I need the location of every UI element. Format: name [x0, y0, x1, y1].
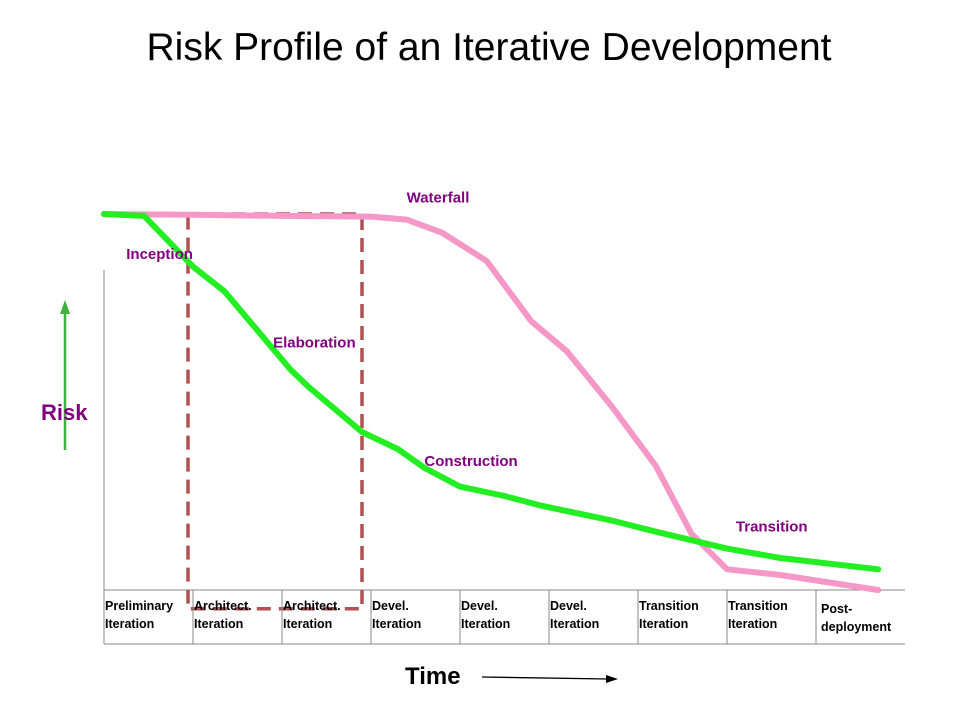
iteration-label-line: Devel.	[461, 599, 498, 613]
iteration-label: Architect. Iteration	[194, 599, 252, 631]
iteration-label: Devel. Iteration	[550, 599, 599, 631]
iteration-label-line: Iteration	[461, 617, 510, 631]
iteration-label-line: Iteration	[194, 617, 243, 631]
risk-axis-label: Risk	[41, 400, 88, 425]
iteration-label-line: Devel.	[550, 599, 587, 613]
iteration-label-line: Transition	[728, 599, 788, 613]
iteration-label-line: Iteration	[105, 617, 154, 631]
axes	[103, 270, 905, 645]
waterfall-series-line	[101, 211, 882, 593]
annotation-layer: Waterfall Inception Elaboration Constructio…	[126, 190, 807, 536]
iteration-label-line: Iteration	[372, 617, 421, 631]
series-layer	[101, 211, 882, 593]
iteration-label: Devel. Iteration	[372, 599, 421, 631]
phase-label-transition: Transition	[736, 519, 808, 536]
iteration-label-line: Iteration	[550, 617, 599, 631]
iteration-label-line: Transition	[639, 599, 699, 613]
iteration-label: Devel. Iteration	[461, 599, 510, 631]
iteration-label-line: Preliminary	[105, 599, 173, 613]
iteration-label-line: Iteration	[728, 617, 777, 631]
iteration-label: Architect. Iteration	[283, 599, 341, 631]
iteration-label-line: Architect.	[283, 599, 341, 613]
risk-axis-layer: Risk	[41, 300, 88, 450]
phase-label-construction: Construction	[424, 453, 517, 470]
iteration-label-line: Iteration	[283, 617, 332, 631]
time-arrow-shaft	[481, 676, 609, 680]
iteration-label-line: deployment	[821, 620, 892, 634]
iterative-series-line	[101, 211, 882, 573]
iteration-label: Preliminary Iteration	[105, 599, 173, 631]
iteration-label-line: Iteration	[639, 617, 688, 631]
iteration-label: Transition Iteration	[639, 599, 699, 631]
time-axis-layer: Time	[405, 663, 618, 690]
time-axis-label: Time	[405, 663, 461, 690]
iteration-label-line: Devel.	[372, 599, 409, 613]
phase-label-elaboration: Elaboration	[273, 334, 356, 351]
time-arrow-head	[606, 675, 618, 683]
chart-title: Risk Profile of an Iterative Development	[146, 26, 832, 69]
phase-label-inception: Inception	[126, 246, 193, 263]
iteration-label-line: Architect.	[194, 599, 252, 613]
iteration-label: Transition Iteration	[728, 599, 788, 631]
iteration-label-line: Post-	[821, 602, 852, 616]
risk-arrow-head	[60, 300, 70, 314]
iteration-label: Post-deployment	[821, 602, 892, 634]
phase-label-waterfall: Waterfall	[407, 190, 470, 207]
